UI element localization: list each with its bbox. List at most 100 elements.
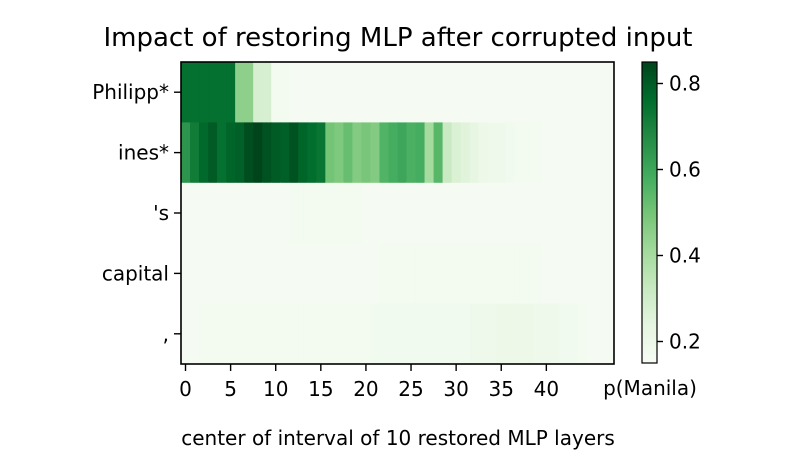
heatmap-cell [253,62,263,123]
heatmap-cell [208,303,218,365]
heatmap-cell [316,243,326,305]
heatmap-cell [505,303,516,365]
heatmap-cell [559,62,570,123]
heatmap-cell [577,182,588,244]
heatmap-cell [316,62,326,123]
heatmap-cell [262,243,272,305]
heatmap-cell [406,122,417,184]
heatmap-cell [244,182,254,244]
heatmap-cell [424,62,435,123]
heatmap-cell [595,62,606,123]
colorbar-tick-label: 0.2 [669,330,701,354]
heatmap-cell [406,303,417,365]
heatmap-cell [460,122,471,184]
heatmap-cell [370,182,381,244]
heatmap-cell [595,303,606,365]
y-axis: Philipp* ines* 's capital, [92,80,181,346]
heatmap-cell [235,243,245,305]
heatmap-cell [343,243,353,305]
heatmap-cell [577,303,588,365]
heatmap-cell [343,303,353,365]
heatmap-cell [289,182,299,244]
x-axis-label: center of interval of 10 restored MLP la… [181,426,615,450]
heatmap-cell [586,243,597,305]
heatmap-cell [307,122,317,184]
colorbar-tick-label: 0.8 [669,72,701,96]
heatmap-cell [280,62,290,123]
heatmap-cell [532,62,543,123]
heatmap-cell [541,62,552,123]
heatmap-cell [523,182,534,244]
heatmap-cells [181,62,615,365]
heatmap-cell [415,122,426,184]
heatmap-cell [280,243,290,305]
heatmap-cell [604,62,615,123]
heatmap-cell [424,303,435,365]
heatmap-cell [541,182,552,244]
heatmap-cell [406,182,417,244]
colorbar [641,61,658,364]
heatmap-cell [253,303,263,365]
heatmap-cell [604,303,615,365]
heatmap-cell [550,243,561,305]
heatmap-cell [334,122,344,184]
heatmap-cell [289,122,299,184]
heatmap-cell [379,62,390,123]
heatmap-cell [496,62,507,123]
heatmap-cell [505,62,516,123]
heatmap-cell [469,182,480,244]
heatmap-cell [442,243,453,305]
heatmap-cell [253,243,263,305]
heatmap-cell [298,122,308,184]
x-tick-label: 15 [308,377,333,401]
heatmap-cell [244,122,254,184]
heatmap-cell [568,243,579,305]
heatmap-cell [523,122,534,184]
y-tick-label: , [163,322,169,346]
colorbar-tick-label: 0.6 [669,158,701,182]
heatmap-cell [307,62,317,123]
heatmap-cell [190,243,200,305]
heatmap-cell [604,122,615,184]
heatmap-cell [244,243,254,305]
heatmap-cell [586,182,597,244]
heatmap-cell [397,122,408,184]
heatmap-cell [271,182,281,244]
heatmap-cell [469,62,480,123]
x-tick-label: 40 [534,377,559,401]
heatmap-cell [343,62,353,123]
heatmap-cell [388,62,399,123]
heatmap-cell [460,182,471,244]
heatmap-cell [451,122,462,184]
heatmap-cell [514,122,525,184]
heatmap-cell [532,122,543,184]
heatmap-cell [532,303,543,365]
heatmap-cell [451,303,462,365]
heatmap-cell [379,243,390,305]
heatmap-cell [271,122,281,184]
heatmap-cell [442,122,453,184]
heatmap-cell [523,243,534,305]
heatmap-cell [208,243,218,305]
x-tick-label: 25 [398,377,423,401]
heatmap-cell [460,303,471,365]
heatmap-cell [316,303,326,365]
heatmap-cell [289,303,299,365]
heatmap-cell [379,303,390,365]
heatmap-cell [289,243,299,305]
heatmap-cell [523,303,534,365]
heatmap-cell [199,62,209,123]
heatmap-cell [316,182,326,244]
heatmap-cell [325,182,335,244]
heatmap-cell [325,303,335,365]
heatmap-cell [604,182,615,244]
heatmap-cell [190,62,200,123]
heatmap-cell [217,243,227,305]
heatmap-cell [334,303,344,365]
heatmap-cell [208,62,218,123]
heatmap-cell [352,243,363,305]
heatmap-cell [514,182,525,244]
heatmap-cell [208,122,218,184]
heatmap-cell [190,303,200,365]
heatmap-cell [361,182,372,244]
